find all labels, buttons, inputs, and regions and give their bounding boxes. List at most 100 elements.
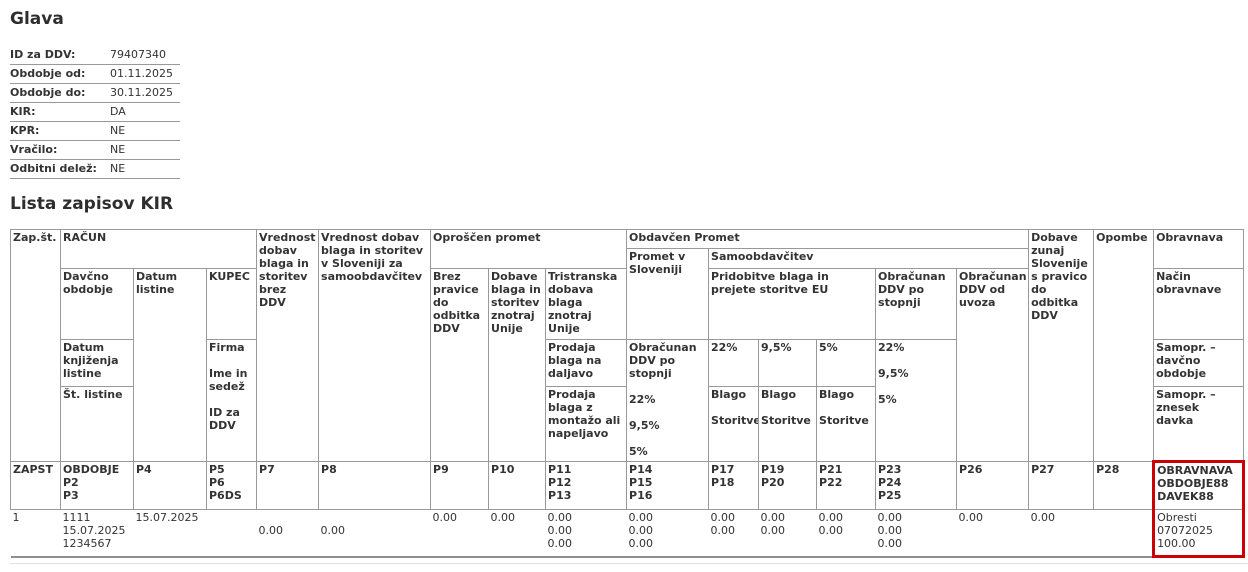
col-header-samopr-obdobje: Samopr. – davčno obdobje <box>1153 339 1245 387</box>
code-p8: P8 <box>318 461 432 510</box>
code-zapst: ZAPST <box>10 461 61 510</box>
col-header-blago-storitve-95: Blago Storitve <box>758 386 818 462</box>
col-header-nacin-obravnave: Način obravnave <box>1153 268 1245 340</box>
glava-table: ID za DDV: 79407340 Obdobje od: 01.11.20… <box>10 46 180 179</box>
glava-value-vracilo: NE <box>110 140 180 160</box>
glava-row-kir: KIR: DA <box>10 102 180 122</box>
cell-p4: 15.07.2025 <box>133 509 207 558</box>
cell-p17-p18: 0.00 0.00 <box>708 509 759 558</box>
header-row-2: Promet v Sloveniji Samoobdavčitev <box>11 248 1244 340</box>
code-p5-p6-p6ds: P5 P6 P6DS <box>205 461 258 510</box>
col-header-obravnava: Obravnava <box>1153 229 1245 269</box>
cell-p5-p6-p6ds <box>206 509 257 558</box>
code-p23-p24-p25: P23 P24 P25 <box>875 461 958 510</box>
col-header-davcno-obdobje: Davčno obdobje <box>60 268 134 340</box>
glava-value-id-ddv: 79407340 <box>110 46 180 65</box>
col-header-obracunan-ddv-uvoza: Obračunan DDV od uvoza <box>956 268 1030 462</box>
col-header-blago-storitve-22: Blago Storitve <box>708 386 760 462</box>
col-header-dobave-zunaj: Dobave zunaj Slovenije s pravico do odbi… <box>1028 229 1095 462</box>
col-header-obracunan-rates: 22% 9,5% 5% <box>875 339 958 462</box>
code-p27: P27 <box>1028 461 1095 510</box>
glava-label-kpr: KPR: <box>10 121 110 141</box>
code-p7: P7 <box>256 461 320 510</box>
glava-label-obdobje-do: Obdobje do: <box>10 83 110 103</box>
cell-p14-p15-p16: 0.00 0.00 0.00 <box>626 509 709 558</box>
col-header-racun: RAČUN <box>59 229 258 269</box>
header-row-5: Št. listine Prodaja blaga z montažo ali … <box>11 386 1245 462</box>
col-header-vrednost-samoobdavcitev: Vrednost dobav blaga in storitev v Slove… <box>318 229 432 462</box>
col-header-vrednost-brez-ddv: Vrednost dobav blaga in storitev brez DD… <box>256 229 320 462</box>
glava-value-obdobje-do: 30.11.2025 <box>110 83 180 103</box>
col-header-st-listine: Št. listine <box>60 386 134 462</box>
col-header-blago-storitve-5: Blago Storitve <box>816 386 877 462</box>
code-p10: P10 <box>488 461 547 510</box>
code-p28: P28 <box>1093 461 1155 510</box>
header-row-3: Davčno obdobje Datum listine KUPEC Brez … <box>11 268 1245 462</box>
glava-value-kir: DA <box>110 102 180 122</box>
code-p14-p15-p16: P14 P15 P16 <box>626 461 710 510</box>
code-obravnava-highlighted: OBRAVNAVA OBDOBJE88 DAVEK88 <box>1152 460 1246 510</box>
glava-value-kpr: NE <box>110 121 180 141</box>
cell-p23-p24-p25: 0.00 0.00 0.00 <box>875 509 957 558</box>
code-p26: P26 <box>956 461 1030 510</box>
cell-p27: 0.00 <box>1028 509 1094 558</box>
col-header-pridobitve-eu: Pridobitve blaga in prejete storitve EU <box>708 268 877 340</box>
header-row-1: Zap.št. RAČUN Vrednost dobav blaga in st… <box>10 229 1245 462</box>
col-header-brez-pravice: Brez pravice do odbitka DDV <box>430 268 490 462</box>
col-header-kupec-detail: Firma Ime in sedež ID za DDV <box>205 339 258 462</box>
col-header-promet-v-sloveniji: Promet v Sloveniji <box>626 248 710 340</box>
col-header-obdavcen-promet: Obdavčen Promet <box>626 229 1030 249</box>
col-header-samopr-znesek: Samopr. – znesek davka <box>1153 386 1245 462</box>
glava-title: Glava <box>10 9 64 29</box>
code-p4: P4 <box>133 461 207 510</box>
cell-p11-p12-p13: 0.00 0.00 0.00 <box>545 509 627 558</box>
col-header-obracunan-stopnje-si: Obračunan DDV po stopnji 22% 9,5% 5% <box>626 339 710 462</box>
col-header-rate-95: 9,5% <box>758 339 818 387</box>
glava-row-kpr: KPR: NE <box>10 121 180 141</box>
col-header-samoobdavcitev: Samoobdavčitev <box>708 248 1030 269</box>
glava-label-vracilo: Vračilo: <box>10 140 110 160</box>
glava-label-kir: KIR: <box>10 102 110 122</box>
record-row-1: 1 1111 15.07.2025 1234567 15.07.2025 0.0… <box>10 509 1246 558</box>
col-header-tristranska: Tristranska dobava blaga znotraj Unije <box>545 268 628 340</box>
cell-zapst: 1 <box>10 509 61 558</box>
col-header-prodaja-daljavo: Prodaja blaga na daljavo <box>545 339 628 387</box>
cell-p8: 0.00 <box>318 509 431 558</box>
code-row: ZAPST OBDOBJE P2 P3 P4 P5 P6 P6DS P7 P8 … <box>10 460 1246 510</box>
cell-p7: 0.00 <box>256 509 319 558</box>
col-header-oproscen-promet: Oproščen promet <box>430 229 628 269</box>
glava-row-obdobje-od: Obdobje od: 01.11.2025 <box>10 64 180 84</box>
cell-p26: 0.00 <box>956 509 1029 558</box>
glava-row-odbitni-delez: Odbitni delež: NE <box>10 159 180 179</box>
col-header-datum-knjizenja: Datum knjiženja listine <box>60 339 134 387</box>
glava-label-odbitni-delez: Odbitni delež: <box>10 159 110 179</box>
code-obdobje-p2-p3: OBDOBJE P2 P3 <box>60 461 134 510</box>
cell-p21-p22: 0.00 0.00 <box>816 509 876 558</box>
glava-row-id-ddv: ID za DDV: 79407340 <box>10 46 180 65</box>
glava-value-odbitni-delez: NE <box>110 159 180 179</box>
col-header-rate-5: 5% <box>816 339 877 387</box>
cell-p19-p20: 0.00 0.00 <box>758 509 817 558</box>
lista-title: Lista zapisov KIR <box>10 194 174 214</box>
code-p19-p20: P19 P20 <box>758 461 818 510</box>
code-p21-p22: P21 P22 <box>816 461 877 510</box>
glava-value-obdobje-od: 01.11.2025 <box>110 64 180 84</box>
col-header-kupec: KUPEC <box>205 268 258 340</box>
col-header-datum-listine: Datum listine <box>133 268 207 462</box>
col-header-zapst: Zap.št. <box>10 229 61 462</box>
code-p11-p12-p13: P11 P12 P13 <box>545 461 628 510</box>
header-row-4: Datum knjiženja listine Firma Ime in sed… <box>11 339 1245 462</box>
kir-table: Zap.št. RAČUN Vrednost dobav blaga in st… <box>10 229 1246 558</box>
glava-label-obdobje-od: Obdobje od: <box>10 64 110 84</box>
col-header-prodaja-montazo: Prodaja blaga z montažo ali napeljavo <box>545 386 628 462</box>
glava-row-vracilo: Vračilo: NE <box>10 140 180 160</box>
cell-obravnava-highlighted: Obresti 07072025 100.00 <box>1152 509 1246 558</box>
cell-p28 <box>1093 509 1154 558</box>
col-header-opombe: Opombe <box>1093 229 1155 462</box>
code-p17-p18: P17 P18 <box>708 461 760 510</box>
col-header-obracunan-ddv-stopnji: Obračunan DDV po stopnji <box>875 268 958 340</box>
bottom-divider <box>10 563 1248 565</box>
cell-p10: 0.00 <box>488 509 546 558</box>
cell-p9: 0.00 <box>430 509 489 558</box>
